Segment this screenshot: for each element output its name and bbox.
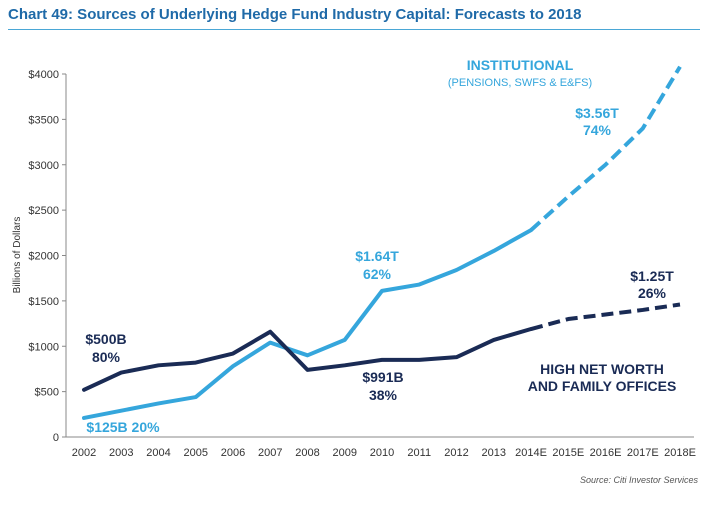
inst-series-sublabel: (PENSIONS, SWFS & E&FS) xyxy=(448,77,592,89)
x-tick-label: 2016E xyxy=(590,447,622,459)
x-tick-label: 2002 xyxy=(72,447,96,459)
source-note: Source: Citi Investor Services xyxy=(580,475,699,485)
hnw-2010-value: $991B xyxy=(362,369,403,385)
x-tick-label: 2014E xyxy=(515,447,547,459)
y-tick-label: $2000 xyxy=(28,251,59,263)
x-tick-label: 2003 xyxy=(109,447,133,459)
hnw-series-label: HIGH NET WORTH xyxy=(540,361,664,377)
y-tick-label: $2500 xyxy=(28,205,59,217)
title-rule xyxy=(8,29,700,30)
inst-2010-pct: 62% xyxy=(363,266,392,282)
hnw-2010-pct: 38% xyxy=(369,387,398,403)
hnw-series-sublabel: AND FAMILY OFFICES xyxy=(528,378,677,394)
inst-2018-pct: 74% xyxy=(583,122,612,138)
series-line-actual-0 xyxy=(82,228,533,420)
y-tick-label: $1000 xyxy=(28,341,59,353)
x-tick-label: 2008 xyxy=(295,447,319,459)
inst-series-label: INSTITUTIONAL xyxy=(467,57,574,73)
y-axis-label: Billions of Dollars xyxy=(12,217,23,294)
inst-2018-value: $3.56T xyxy=(575,105,619,121)
x-tick-label: 2005 xyxy=(184,447,208,459)
x-ticks: 2002 2003 2004 2005 2006 2007 2008 2009 2010 2011… xyxy=(72,447,696,459)
x-tick-label: 2004 xyxy=(146,447,170,459)
x-tick-label: 2011 xyxy=(407,447,431,459)
x-tick-label: 2012 xyxy=(444,447,468,459)
inst-2002-label: $125B 20% xyxy=(86,419,160,435)
y-tick-label: $1500 xyxy=(28,296,59,308)
y-tick-label: 0 xyxy=(53,432,59,444)
hnw-2002-pct: 80% xyxy=(92,349,121,365)
y-tick-label: $4000 xyxy=(28,69,59,81)
series-line-actual-1 xyxy=(82,327,533,392)
x-tick-label: 2015E xyxy=(552,447,584,459)
y-tick-label: $3000 xyxy=(28,160,59,172)
y-tick-label: $500 xyxy=(35,387,59,399)
hnw-2018-pct: 26% xyxy=(638,285,667,301)
series-line-forecast-1 xyxy=(530,302,681,331)
hnw-2018-value: $1.25T xyxy=(630,268,674,284)
inst-2010-value: $1.64T xyxy=(355,248,399,264)
series-group xyxy=(82,65,682,420)
x-tick-label: 2007 xyxy=(258,447,282,459)
y-tick-label: $3500 xyxy=(28,114,59,126)
x-tick-label: 2018E xyxy=(664,447,696,459)
series-line-forecast-0 xyxy=(529,65,682,232)
x-tick-label: 2006 xyxy=(221,447,245,459)
x-tick-label: 2013 xyxy=(482,447,506,459)
hnw-2002-value: $500B xyxy=(85,331,126,347)
y-ticks: 0 $500 $1000 $1500 $2000 $2500 $3000 $3500 $4000 xyxy=(28,69,66,444)
chart-title: Chart 49: Sources of Underlying Hedge Fu… xyxy=(8,6,582,23)
x-tick-label: 2017E xyxy=(627,447,659,459)
x-tick-label: 2009 xyxy=(333,447,357,459)
x-tick-label: 2010 xyxy=(370,447,394,459)
